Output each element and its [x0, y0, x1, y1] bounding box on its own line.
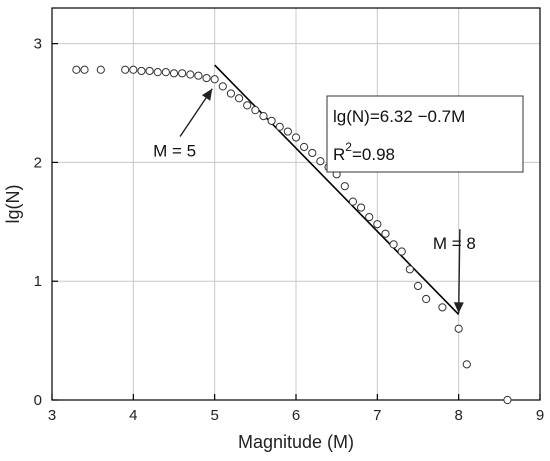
data-point: [503, 395, 512, 405]
data-point: [121, 65, 130, 74]
r2-superscript: 2: [345, 140, 352, 154]
equation-box-frame: [326, 95, 524, 173]
annotation-arrow-head: [201, 88, 213, 101]
data-point: [308, 148, 317, 158]
data-point: [80, 65, 89, 74]
annotation-label: M = 5: [153, 142, 196, 161]
data-point: [153, 68, 162, 77]
data-point: [389, 240, 398, 249]
grid: [52, 8, 540, 400]
data-point: [178, 69, 187, 78]
annotation-label: M = 8: [433, 234, 476, 253]
data-point: [462, 360, 471, 369]
data-point: [194, 71, 203, 80]
y-tick-label: 3: [34, 36, 42, 53]
data-point: [356, 203, 366, 212]
data-point: [365, 212, 374, 222]
r2-text: R2=0.98: [333, 140, 395, 164]
data-point: [218, 82, 227, 91]
data-point: [316, 157, 325, 166]
data-point: [145, 66, 154, 76]
x-tick-label: 9: [536, 407, 544, 424]
x-tick-label: 4: [129, 407, 137, 424]
data-point: [300, 142, 309, 152]
data-point: [186, 70, 195, 79]
equation-text: lg(N)=6.32 −0.7M: [333, 107, 465, 126]
data-point: [161, 68, 170, 77]
equation-box: lg(N)=6.32 −0.7M R2=0.98: [326, 95, 524, 173]
data-point: [259, 111, 268, 121]
y-tick-label: 2: [34, 154, 42, 171]
data-point: [72, 65, 81, 74]
data-point: [283, 127, 292, 136]
data-point: [381, 229, 390, 238]
data-point: [373, 220, 382, 229]
annotation-arrow-shaft: [457, 229, 461, 314]
data-point: [340, 182, 349, 191]
data-point: [129, 65, 138, 74]
data-point: [397, 247, 406, 256]
data-point: [251, 106, 260, 115]
tick-labels: 3 4 5 6 7 8 9 0 1 2 3: [34, 36, 545, 424]
data-point: [243, 101, 252, 110]
data-point: [202, 73, 211, 83]
data-point: [405, 265, 414, 274]
data-point: [275, 122, 284, 131]
x-tick-label: 5: [210, 407, 218, 424]
annotations: M = 5 M = 8: [153, 88, 476, 314]
r2-suffix: =0.98: [352, 145, 395, 164]
x-tick-label: 7: [373, 407, 381, 424]
data-point: [348, 197, 358, 206]
data-point: [267, 116, 276, 125]
data-point: [413, 281, 423, 291]
data-point: [234, 94, 244, 103]
data-point: [169, 69, 179, 78]
x-tick-label: 6: [292, 407, 300, 424]
x-tick-label: 3: [48, 407, 56, 424]
r2-prefix: R: [333, 145, 345, 164]
annotation-arrow-head: [453, 302, 464, 314]
data-point: [454, 324, 463, 333]
y-tick-label: 0: [34, 392, 42, 409]
x-tick-label: 8: [454, 407, 462, 424]
y-axis-title: lg(N): [3, 185, 23, 224]
axis-ticks: [51, 43, 541, 401]
data-point: [137, 66, 146, 76]
data-point: [291, 133, 301, 142]
x-axis-title: Magnitude (M): [238, 432, 354, 452]
y-tick-label: 1: [34, 273, 42, 290]
data-point: [422, 294, 431, 304]
data-point: [226, 89, 236, 98]
data-point: [210, 75, 219, 84]
data-point: [96, 65, 105, 74]
data-points: [72, 65, 512, 405]
data-point: [438, 303, 447, 312]
